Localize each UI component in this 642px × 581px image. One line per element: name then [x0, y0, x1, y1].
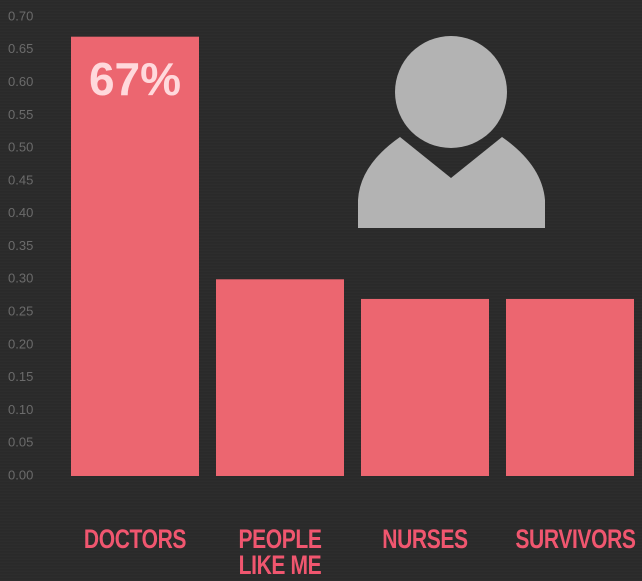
x-tick-label: PEOPLE LIKE ME — [238, 524, 322, 580]
y-tick-label: 0.15 — [8, 369, 33, 384]
y-tick-label: 0.65 — [8, 41, 33, 56]
y-tick-label: 0.40 — [8, 205, 33, 220]
y-tick-label: 0.50 — [8, 140, 33, 155]
bar — [71, 36, 199, 477]
person-icon — [358, 36, 545, 228]
icon-head — [395, 36, 507, 148]
y-tick-label: 0.20 — [8, 336, 33, 351]
y-tick-label: 0.60 — [8, 74, 33, 89]
x-tick-label: DOCTORS — [83, 524, 187, 554]
bar — [361, 298, 489, 476]
y-tick-label: 0.30 — [8, 271, 33, 286]
value-label: 67% — [89, 53, 181, 105]
y-tick-label: 0.55 — [8, 107, 33, 122]
bar — [216, 279, 344, 476]
y-tick-label: 0.45 — [8, 172, 33, 187]
y-tick-label: 0.35 — [8, 238, 33, 253]
y-tick-label: 0.00 — [8, 467, 33, 482]
y-tick-label: 0.25 — [8, 304, 33, 319]
icon-body — [358, 137, 545, 228]
bar — [506, 298, 634, 476]
y-tick-label: 0.05 — [8, 435, 33, 450]
y-tick-label: 0.70 — [8, 8, 33, 23]
x-tick-label: NURSES — [382, 524, 468, 554]
x-tick-label: SURVIVORS — [515, 524, 636, 554]
y-tick-label: 0.10 — [8, 402, 33, 417]
